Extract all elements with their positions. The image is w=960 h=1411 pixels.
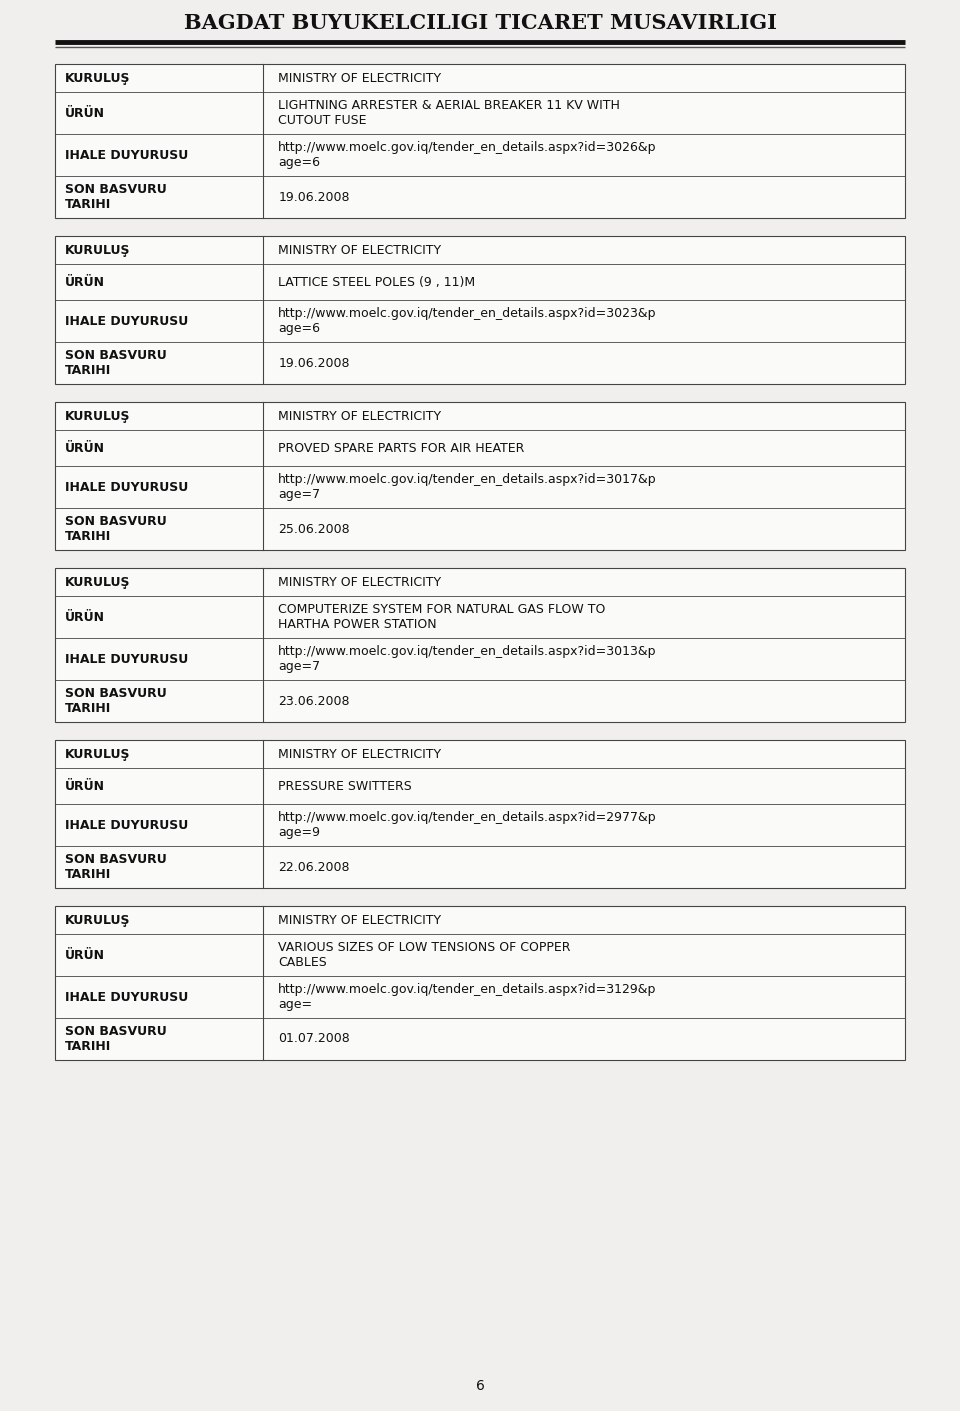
Bar [55,236,905,384]
Text: MINISTRY OF ELECTRICITY: MINISTRY OF ELECTRICITY [278,748,442,761]
Text: LIGHTNING ARRESTER & AERIAL BREAKER 11 KV WITH
CUTOUT FUSE: LIGHTNING ARRESTER & AERIAL BREAKER 11 K… [278,99,620,127]
Text: KURULUŞ: KURULUŞ [65,748,131,761]
Text: SON BASVURU
TARIHI: SON BASVURU TARIHI [65,854,167,880]
Bar [55,63,905,219]
Text: PRESSURE SWITTERS: PRESSURE SWITTERS [278,779,412,793]
Text: SON BASVURU
TARIHI: SON BASVURU TARIHI [65,1024,167,1053]
Text: ÜRÜN: ÜRÜN [65,442,105,454]
Text: PROVED SPARE PARTS FOR AIR HEATER: PROVED SPARE PARTS FOR AIR HEATER [278,442,524,454]
Text: SON BASVURU
TARIHI: SON BASVURU TARIHI [65,515,167,543]
Text: IHALE DUYURUSU: IHALE DUYURUSU [65,991,188,1003]
Text: IHALE DUYURUSU: IHALE DUYURUSU [65,652,188,666]
Text: BAGDAT BUYUKELCILIGI TICARET MUSAVIRLIGI: BAGDAT BUYUKELCILIGI TICARET MUSAVIRLIGI [183,13,777,32]
Text: 19.06.2008: 19.06.2008 [278,357,349,370]
Text: http://www.moelc.gov.iq/tender_en_details.aspx?id=3017&p
age=7: http://www.moelc.gov.iq/tender_en_detail… [278,473,657,501]
Text: MINISTRY OF ELECTRICITY: MINISTRY OF ELECTRICITY [278,913,442,927]
Text: KURULUŞ: KURULUŞ [65,409,131,422]
Text: http://www.moelc.gov.iq/tender_en_details.aspx?id=3129&p
age=: http://www.moelc.gov.iq/tender_en_detail… [278,983,657,1012]
Text: IHALE DUYURUSU: IHALE DUYURUSU [65,818,188,831]
Text: MINISTRY OF ELECTRICITY: MINISTRY OF ELECTRICITY [278,576,442,588]
Text: 6: 6 [475,1379,485,1393]
Text: KURULUŞ: KURULUŞ [65,244,131,257]
Text: KURULUŞ: KURULUŞ [65,72,131,85]
Text: http://www.moelc.gov.iq/tender_en_details.aspx?id=3023&p
age=6: http://www.moelc.gov.iq/tender_en_detail… [278,308,657,334]
Text: http://www.moelc.gov.iq/tender_en_details.aspx?id=3026&p
age=6: http://www.moelc.gov.iq/tender_en_detail… [278,141,657,169]
Text: KURULUŞ: KURULUŞ [65,913,131,927]
Text: ÜRÜN: ÜRÜN [65,275,105,288]
Text: 01.07.2008: 01.07.2008 [278,1033,350,1046]
Text: http://www.moelc.gov.iq/tender_en_details.aspx?id=3013&p
age=7: http://www.moelc.gov.iq/tender_en_detail… [278,645,657,673]
Text: IHALE DUYURUSU: IHALE DUYURUSU [65,315,188,327]
Text: ÜRÜN: ÜRÜN [65,106,105,120]
Text: ÜRÜN: ÜRÜN [65,779,105,793]
Text: IHALE DUYURUSU: IHALE DUYURUSU [65,148,188,161]
Text: SON BASVURU
TARIHI: SON BASVURU TARIHI [65,349,167,377]
Text: 23.06.2008: 23.06.2008 [278,694,349,707]
Text: MINISTRY OF ELECTRICITY: MINISTRY OF ELECTRICITY [278,409,442,422]
Text: ÜRÜN: ÜRÜN [65,611,105,624]
Text: 22.06.2008: 22.06.2008 [278,861,349,873]
Text: VARIOUS SIZES OF LOW TENSIONS OF COPPER
CABLES: VARIOUS SIZES OF LOW TENSIONS OF COPPER … [278,941,571,969]
Text: KURULUŞ: KURULUŞ [65,576,131,588]
Text: 19.06.2008: 19.06.2008 [278,190,349,203]
Bar [55,906,905,1060]
Text: IHALE DUYURUSU: IHALE DUYURUSU [65,481,188,494]
Text: MINISTRY OF ELECTRICITY: MINISTRY OF ELECTRICITY [278,244,442,257]
Bar [55,739,905,888]
Text: ÜRÜN: ÜRÜN [65,948,105,961]
Text: COMPUTERIZE SYSTEM FOR NATURAL GAS FLOW TO
HARTHA POWER STATION: COMPUTERIZE SYSTEM FOR NATURAL GAS FLOW … [278,602,606,631]
Text: SON BASVURU
TARIHI: SON BASVURU TARIHI [65,687,167,715]
Text: LATTICE STEEL POLES (9 , 11)M: LATTICE STEEL POLES (9 , 11)M [278,275,475,288]
Text: MINISTRY OF ELECTRICITY: MINISTRY OF ELECTRICITY [278,72,442,85]
Bar [55,569,905,722]
Text: SON BASVURU
TARIHI: SON BASVURU TARIHI [65,183,167,212]
Text: 25.06.2008: 25.06.2008 [278,522,349,536]
Bar [55,402,905,550]
Text: http://www.moelc.gov.iq/tender_en_details.aspx?id=2977&p
age=9: http://www.moelc.gov.iq/tender_en_detail… [278,811,657,840]
